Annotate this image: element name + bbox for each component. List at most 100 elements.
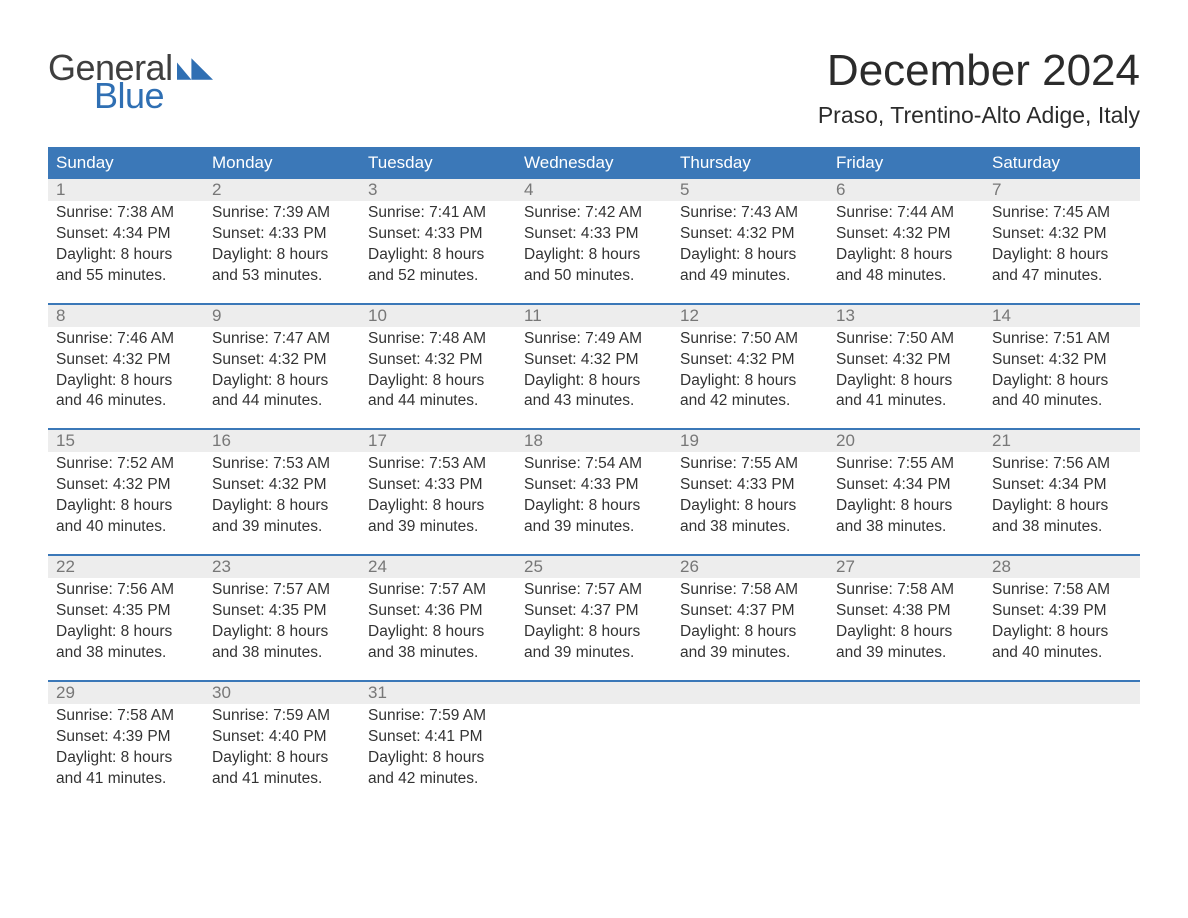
daylight-line-1: Daylight: 8 hours: [524, 371, 664, 392]
sunset-line: Sunset: 4:34 PM: [56, 224, 196, 245]
day-cell: Sunrise: 7:55 AMSunset: 4:34 PMDaylight:…: [828, 452, 984, 548]
week-row: Sunrise: 7:38 AMSunset: 4:34 PMDaylight:…: [48, 201, 1140, 297]
day-cell: Sunrise: 7:42 AMSunset: 4:33 PMDaylight:…: [516, 201, 672, 297]
sunset-line: Sunset: 4:32 PM: [680, 224, 820, 245]
sunset-line: Sunset: 4:37 PM: [524, 601, 664, 622]
sunrise-line: Sunrise: 7:57 AM: [368, 580, 508, 601]
day-cell: Sunrise: 7:53 AMSunset: 4:32 PMDaylight:…: [204, 452, 360, 548]
day-cell: Sunrise: 7:57 AMSunset: 4:37 PMDaylight:…: [516, 578, 672, 674]
daylight-line-2: and 41 minutes.: [212, 769, 352, 790]
day-info: Sunrise: 7:47 AMSunset: 4:32 PMDaylight:…: [212, 329, 352, 413]
daylight-line-2: and 41 minutes.: [56, 769, 196, 790]
sunrise-line: Sunrise: 7:50 AM: [836, 329, 976, 350]
day-number: 22: [48, 556, 204, 578]
sunset-line: Sunset: 4:32 PM: [56, 350, 196, 371]
daylight-line-1: Daylight: 8 hours: [212, 748, 352, 769]
day-cell: Sunrise: 7:44 AMSunset: 4:32 PMDaylight:…: [828, 201, 984, 297]
day-number: 27: [828, 556, 984, 578]
daylight-line-1: Daylight: 8 hours: [368, 371, 508, 392]
day-number: 1: [48, 179, 204, 201]
sunrise-line: Sunrise: 7:57 AM: [212, 580, 352, 601]
day-info: Sunrise: 7:59 AMSunset: 4:41 PMDaylight:…: [368, 706, 508, 790]
week-row: Sunrise: 7:56 AMSunset: 4:35 PMDaylight:…: [48, 578, 1140, 674]
day-cell: Sunrise: 7:57 AMSunset: 4:36 PMDaylight:…: [360, 578, 516, 674]
sunset-line: Sunset: 4:32 PM: [56, 475, 196, 496]
day-cell: Sunrise: 7:48 AMSunset: 4:32 PMDaylight:…: [360, 327, 516, 423]
sunset-line: Sunset: 4:33 PM: [524, 475, 664, 496]
day-info: Sunrise: 7:58 AMSunset: 4:38 PMDaylight:…: [836, 580, 976, 664]
daylight-line-2: and 41 minutes.: [836, 391, 976, 412]
daylight-line-2: and 38 minutes.: [992, 517, 1132, 538]
day-number: 31: [360, 682, 516, 704]
day-number: 23: [204, 556, 360, 578]
daylight-line-1: Daylight: 8 hours: [368, 245, 508, 266]
day-info: Sunrise: 7:54 AMSunset: 4:33 PMDaylight:…: [524, 454, 664, 538]
day-info: Sunrise: 7:53 AMSunset: 4:33 PMDaylight:…: [368, 454, 508, 538]
day-cell: Sunrise: 7:51 AMSunset: 4:32 PMDaylight:…: [984, 327, 1140, 423]
day-info: Sunrise: 7:57 AMSunset: 4:36 PMDaylight:…: [368, 580, 508, 664]
daylight-line-2: and 39 minutes.: [368, 517, 508, 538]
sunset-line: Sunset: 4:32 PM: [212, 475, 352, 496]
sunset-line: Sunset: 4:34 PM: [836, 475, 976, 496]
daylight-line-2: and 40 minutes.: [992, 643, 1132, 664]
week-row: Sunrise: 7:58 AMSunset: 4:39 PMDaylight:…: [48, 704, 1140, 800]
day-number: 29: [48, 682, 204, 704]
day-cell: Sunrise: 7:49 AMSunset: 4:32 PMDaylight:…: [516, 327, 672, 423]
day-info: Sunrise: 7:52 AMSunset: 4:32 PMDaylight:…: [56, 454, 196, 538]
daylight-line-1: Daylight: 8 hours: [56, 496, 196, 517]
daylight-line-2: and 43 minutes.: [524, 391, 664, 412]
sunrise-line: Sunrise: 7:58 AM: [992, 580, 1132, 601]
sunrise-line: Sunrise: 7:57 AM: [524, 580, 664, 601]
day-info: Sunrise: 7:50 AMSunset: 4:32 PMDaylight:…: [680, 329, 820, 413]
day-number: 26: [672, 556, 828, 578]
daylight-line-1: Daylight: 8 hours: [524, 622, 664, 643]
day-number: 6: [828, 179, 984, 201]
day-number: 12: [672, 305, 828, 327]
calendar: SundayMondayTuesdayWednesdayThursdayFrid…: [48, 147, 1140, 799]
day-info: Sunrise: 7:44 AMSunset: 4:32 PMDaylight:…: [836, 203, 976, 287]
day-cell: Sunrise: 7:56 AMSunset: 4:34 PMDaylight:…: [984, 452, 1140, 548]
sunset-line: Sunset: 4:33 PM: [368, 475, 508, 496]
daylight-line-1: Daylight: 8 hours: [836, 496, 976, 517]
location: Praso, Trentino-Alto Adige, Italy: [818, 102, 1140, 129]
daylight-line-2: and 49 minutes.: [680, 266, 820, 287]
day-info: Sunrise: 7:53 AMSunset: 4:32 PMDaylight:…: [212, 454, 352, 538]
day-number: 25: [516, 556, 672, 578]
day-number: 7: [984, 179, 1140, 201]
daylight-line-2: and 48 minutes.: [836, 266, 976, 287]
day-cell: Sunrise: 7:53 AMSunset: 4:33 PMDaylight:…: [360, 452, 516, 548]
brand-word-2: Blue: [94, 78, 213, 114]
daylight-line-1: Daylight: 8 hours: [524, 496, 664, 517]
daylight-line-1: Daylight: 8 hours: [836, 245, 976, 266]
daylight-line-2: and 38 minutes.: [56, 643, 196, 664]
daylight-line-2: and 53 minutes.: [212, 266, 352, 287]
day-cell: Sunrise: 7:43 AMSunset: 4:32 PMDaylight:…: [672, 201, 828, 297]
day-info: Sunrise: 7:51 AMSunset: 4:32 PMDaylight:…: [992, 329, 1132, 413]
day-number: 28: [984, 556, 1140, 578]
sunrise-line: Sunrise: 7:52 AM: [56, 454, 196, 475]
sunset-line: Sunset: 4:32 PM: [524, 350, 664, 371]
sunrise-line: Sunrise: 7:45 AM: [992, 203, 1132, 224]
day-cell: Sunrise: 7:57 AMSunset: 4:35 PMDaylight:…: [204, 578, 360, 674]
sunrise-line: Sunrise: 7:53 AM: [212, 454, 352, 475]
daylight-line-2: and 39 minutes.: [680, 643, 820, 664]
day-cell: Sunrise: 7:47 AMSunset: 4:32 PMDaylight:…: [204, 327, 360, 423]
sunrise-line: Sunrise: 7:58 AM: [836, 580, 976, 601]
day-number: 3: [360, 179, 516, 201]
daylight-line-2: and 50 minutes.: [524, 266, 664, 287]
sunrise-line: Sunrise: 7:56 AM: [992, 454, 1132, 475]
day-number: 10: [360, 305, 516, 327]
day-info: Sunrise: 7:55 AMSunset: 4:33 PMDaylight:…: [680, 454, 820, 538]
daylight-line-2: and 39 minutes.: [524, 643, 664, 664]
sunset-line: Sunset: 4:39 PM: [56, 727, 196, 748]
daylight-line-1: Daylight: 8 hours: [992, 622, 1132, 643]
day-cell: Sunrise: 7:56 AMSunset: 4:35 PMDaylight:…: [48, 578, 204, 674]
day-number: 11: [516, 305, 672, 327]
sunset-line: Sunset: 4:33 PM: [212, 224, 352, 245]
day-info: Sunrise: 7:48 AMSunset: 4:32 PMDaylight:…: [368, 329, 508, 413]
day-cell: Sunrise: 7:50 AMSunset: 4:32 PMDaylight:…: [672, 327, 828, 423]
day-cell: Sunrise: 7:41 AMSunset: 4:33 PMDaylight:…: [360, 201, 516, 297]
day-cell: Sunrise: 7:58 AMSunset: 4:37 PMDaylight:…: [672, 578, 828, 674]
sunset-line: Sunset: 4:37 PM: [680, 601, 820, 622]
day-cell: Sunrise: 7:45 AMSunset: 4:32 PMDaylight:…: [984, 201, 1140, 297]
